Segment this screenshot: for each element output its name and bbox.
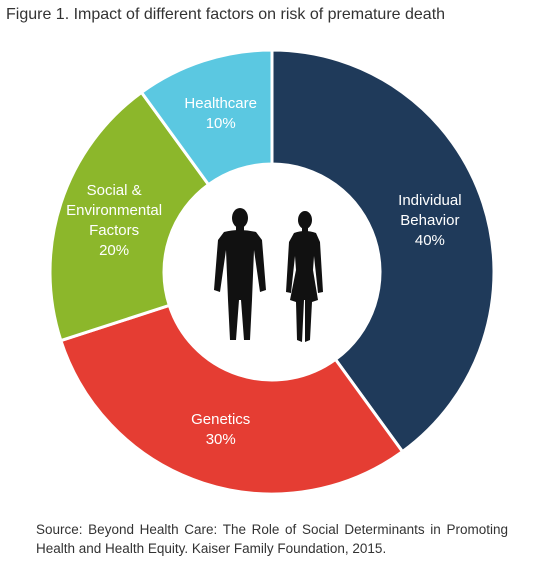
- donut-segment: [270, 48, 496, 454]
- value-label: 20%: [99, 241, 130, 259]
- value-label: 10%: [205, 115, 236, 133]
- people-icon: [214, 208, 323, 342]
- chart-title: Figure 1. Impact of different factors on…: [6, 6, 446, 23]
- segment-label: Social & Environmental Factors 20%: [55, 181, 173, 261]
- value-label: 30%: [205, 430, 236, 448]
- donut-segment: [58, 303, 405, 496]
- value-label: 40%: [414, 231, 445, 249]
- category-label: Healthcare: [184, 95, 257, 113]
- category-label: Genetics: [191, 410, 251, 428]
- segment-label: Healthcare 10%: [162, 94, 280, 134]
- category-label: Individual Behavior: [398, 191, 462, 229]
- donut-segment: [48, 90, 211, 343]
- segment-label: Genetics 30%: [162, 410, 280, 450]
- source-note: Source: Beyond Health Care: The Role of …: [36, 522, 508, 556]
- segment-label: Individual Behavior 40%: [371, 191, 489, 251]
- donut-segment: [139, 48, 274, 187]
- category-label: Social & Environmental Factors: [66, 181, 163, 239]
